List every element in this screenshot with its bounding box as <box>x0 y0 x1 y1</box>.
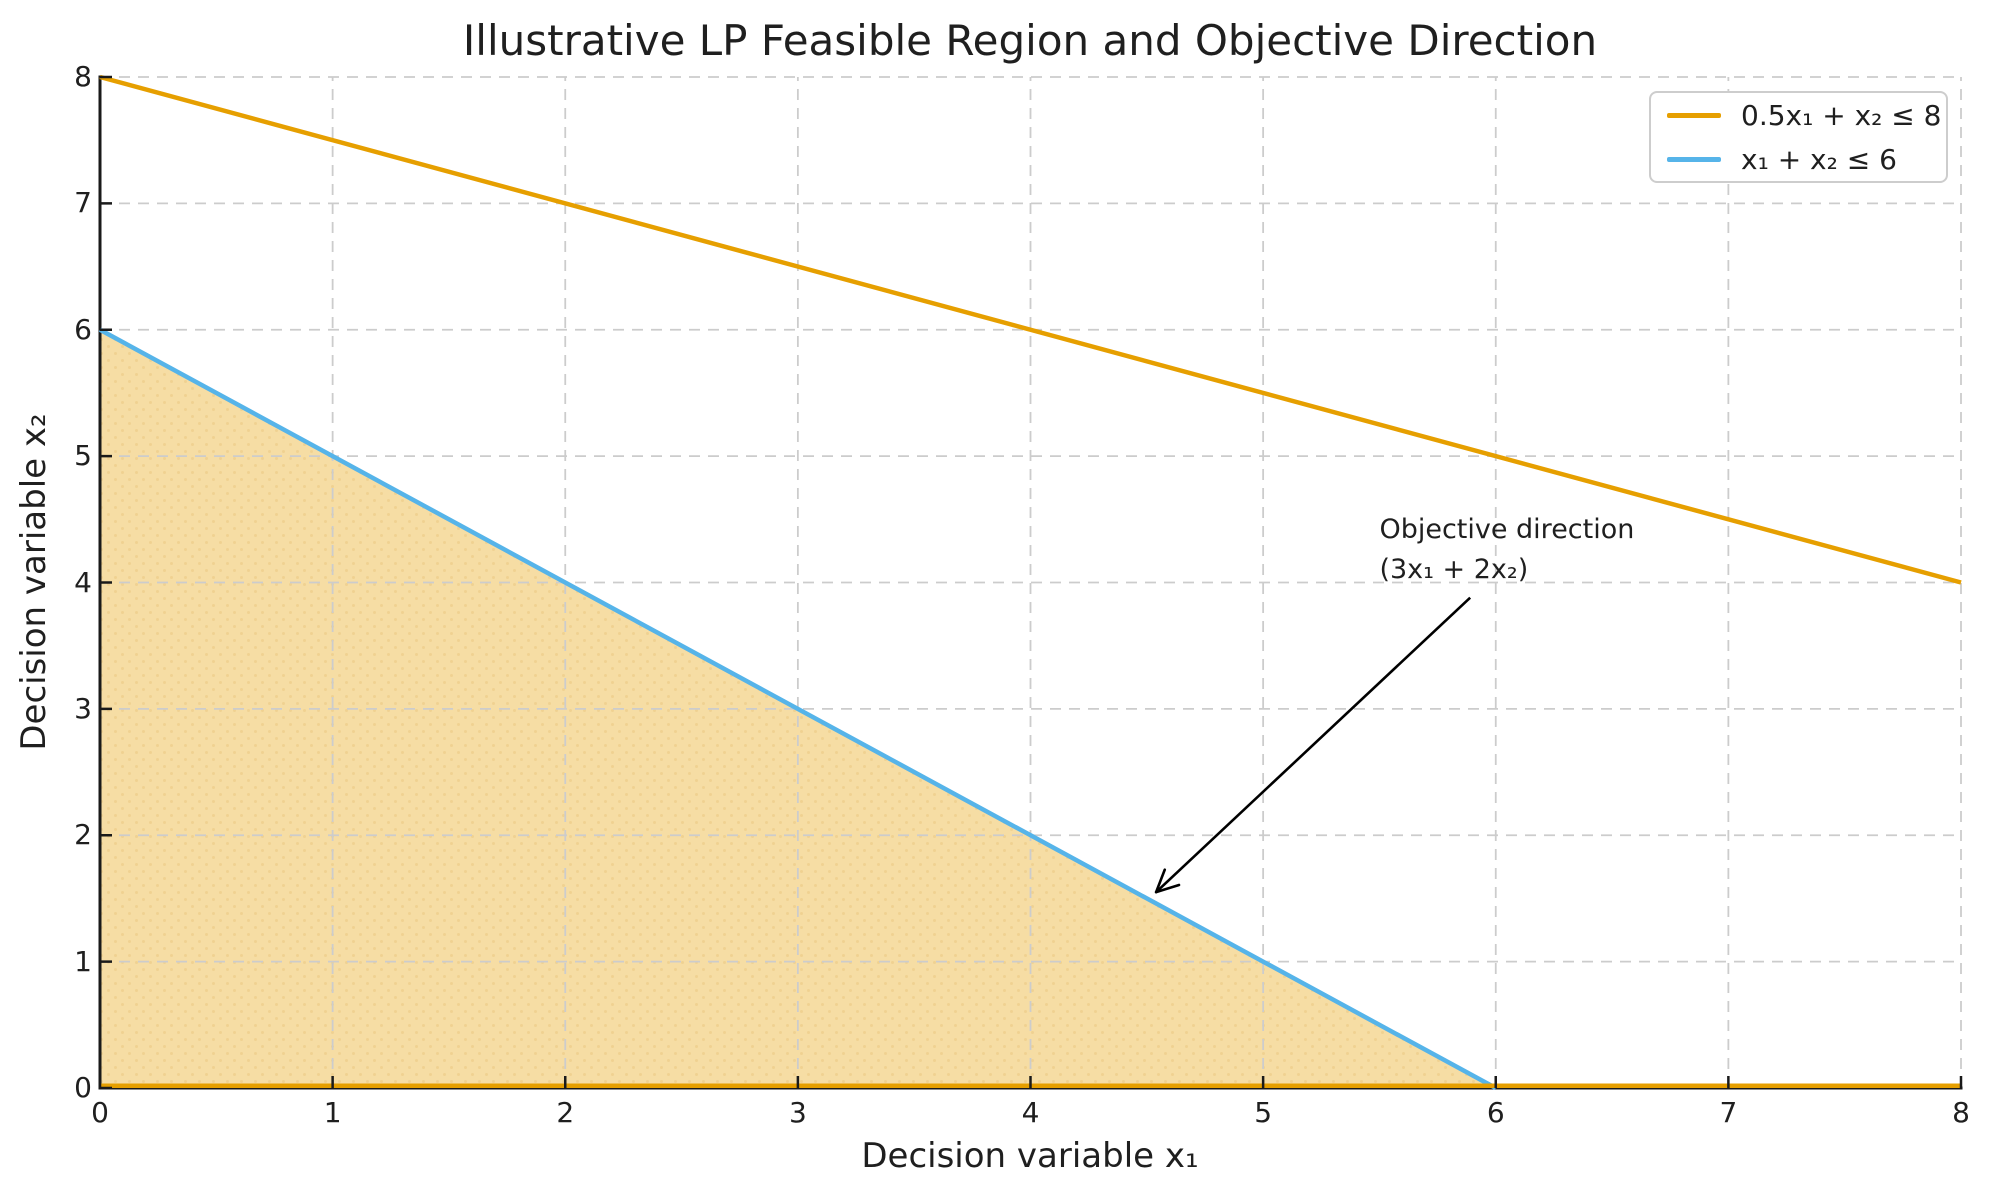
y-tick-label: 1 <box>74 944 92 978</box>
y-tick-label: 6 <box>74 312 92 346</box>
x-tick-label: 0 <box>91 1096 109 1129</box>
x-tick-label: 7 <box>1719 1096 1738 1129</box>
legend-line-swatch-blue <box>1667 156 1721 162</box>
y-tick-label: 7 <box>74 186 92 220</box>
legend-item: 0.5x₁ + x₂ ≤ 8 <box>1667 96 1941 134</box>
tick-marks <box>98 75 1963 1090</box>
annotation-arrow <box>1154 596 1472 894</box>
y-tick-label: 5 <box>74 439 92 473</box>
legend: 0.5x₁ + x₂ ≤ 8 x₁ + x₂ ≤ 6 <box>1649 91 1948 183</box>
legend-line-swatch-orange <box>1667 112 1721 118</box>
x-tick-label: 8 <box>1952 1096 1970 1129</box>
x-tick-label: 2 <box>556 1096 575 1129</box>
x-tick-label: 3 <box>788 1096 807 1129</box>
y-tick-label: 3 <box>74 691 92 725</box>
annotation-line-2: (3x₁ + 2x₂) <box>1379 553 1529 585</box>
x-tick-label: 6 <box>1486 1096 1505 1129</box>
annotation-line-1: Objective direction <box>1379 514 1635 546</box>
y-tick-label: 8 <box>74 60 92 93</box>
legend-label: x₁ + x₂ ≤ 6 <box>1741 142 1897 176</box>
y-tick-label: 0 <box>74 1071 92 1104</box>
y-tick-label: 4 <box>74 565 92 599</box>
legend-item: x₁ + x₂ ≤ 6 <box>1667 140 1930 178</box>
x-tick-label: 5 <box>1254 1096 1273 1129</box>
objective-direction-annotation: Objective direction (3x₁ + 2x₂) <box>1379 510 1634 588</box>
y-tick-label: 2 <box>74 818 92 852</box>
x-tick-label: 4 <box>1021 1096 1040 1129</box>
legend-label: 0.5x₁ + x₂ ≤ 8 <box>1741 98 1942 132</box>
chart-title: Illustrative LP Feasible Region and Obje… <box>462 16 1598 65</box>
x-tick-label: 1 <box>323 1096 342 1129</box>
x-axis-label: Decision variable x₁ <box>861 1136 1199 1176</box>
